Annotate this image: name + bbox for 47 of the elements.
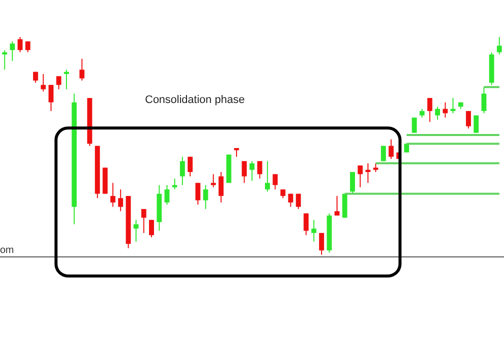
candlestick bbox=[450, 97, 456, 114]
candlestick bbox=[264, 160, 270, 192]
candlestick bbox=[2, 50, 8, 70]
ref-line-label: om bbox=[0, 244, 14, 256]
candlestick bbox=[56, 76, 62, 90]
annotation: Consolidation phase bbox=[145, 94, 245, 106]
candlestick bbox=[149, 219, 154, 238]
candlestick bbox=[141, 208, 146, 234]
candlestick bbox=[474, 114, 479, 134]
candlestick bbox=[288, 193, 294, 208]
candlestick bbox=[10, 40, 15, 62]
candlestick bbox=[334, 195, 340, 216]
candlestick bbox=[188, 156, 193, 177]
candlestick bbox=[466, 110, 471, 129]
candlestick bbox=[496, 36, 502, 55]
candlestick bbox=[172, 178, 178, 190]
candlestick bbox=[296, 193, 301, 210]
candlestick bbox=[311, 219, 316, 242]
candlestick bbox=[48, 84, 54, 112]
candlestick bbox=[195, 182, 200, 206]
candlestick bbox=[358, 164, 363, 188]
candlestick bbox=[481, 86, 486, 114]
candlestick bbox=[442, 102, 448, 118]
candlestick bbox=[203, 184, 208, 210]
candlestick bbox=[250, 160, 254, 182]
candlestick bbox=[388, 138, 394, 160]
candlestick bbox=[427, 97, 432, 122]
candlestick bbox=[272, 174, 278, 190]
candlestick bbox=[218, 172, 224, 203]
candlestick bbox=[110, 182, 116, 208]
candlestick bbox=[435, 106, 440, 120]
candlestick bbox=[64, 69, 69, 90]
candlestick bbox=[319, 232, 324, 256]
candlestick bbox=[180, 156, 185, 186]
candlestick bbox=[304, 212, 309, 236]
candlestick bbox=[118, 188, 124, 212]
candlestick bbox=[210, 174, 216, 188]
candlestick bbox=[242, 160, 247, 184]
candlestick bbox=[164, 184, 170, 206]
candlestick bbox=[412, 117, 417, 134]
candlestick bbox=[257, 160, 262, 180]
candlestick bbox=[18, 36, 23, 53]
candlestick bbox=[134, 219, 139, 242]
candlestick bbox=[40, 74, 46, 92]
candlestick bbox=[350, 172, 355, 194]
candlestick bbox=[79, 58, 84, 82]
candlestick bbox=[365, 162, 370, 184]
